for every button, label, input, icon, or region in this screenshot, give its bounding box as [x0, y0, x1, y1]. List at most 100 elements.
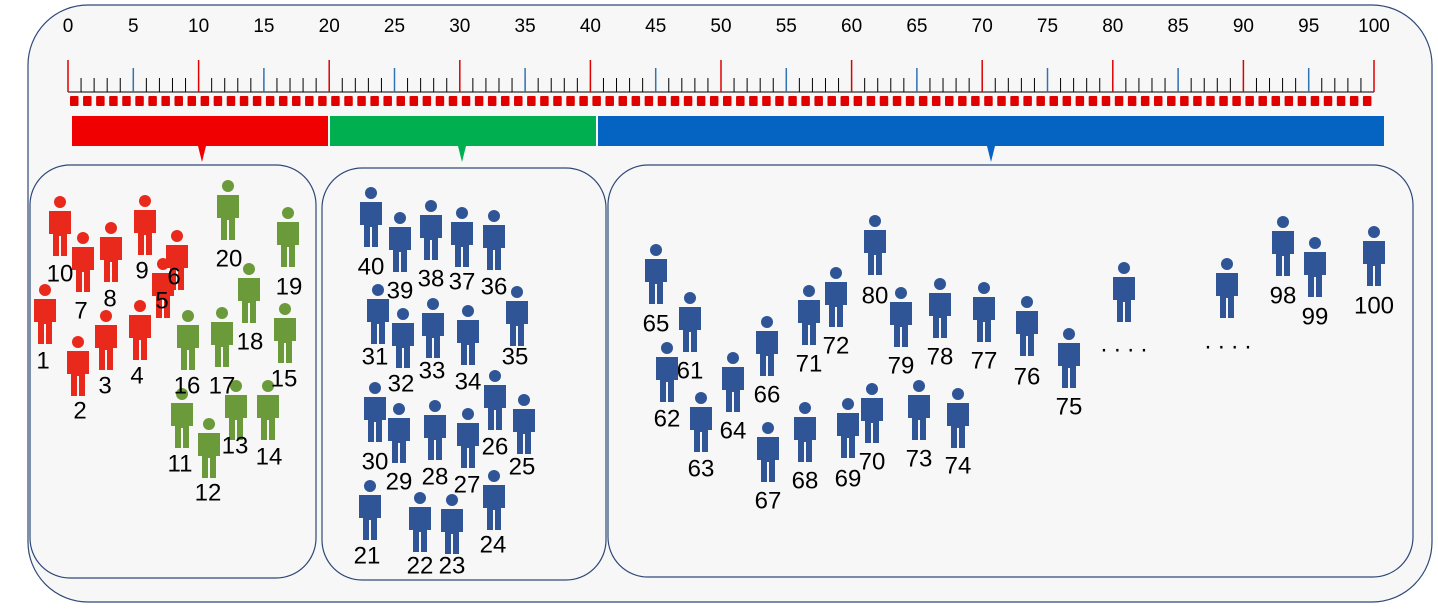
person-label: 76 — [1014, 363, 1041, 390]
person-icon — [277, 207, 299, 267]
ruler-cell — [1114, 96, 1124, 106]
person-label: 13 — [222, 432, 249, 459]
person-label: 77 — [971, 347, 998, 374]
person-body — [420, 215, 442, 260]
ruler-label: 90 — [1233, 16, 1254, 37]
ruler-cell — [161, 96, 170, 106]
ruler-cell — [318, 96, 327, 106]
ruler-cell — [422, 96, 432, 106]
person-icon — [929, 278, 951, 338]
ruler-cell — [749, 96, 758, 106]
ruler-cell — [1153, 96, 1163, 106]
ruler-cell — [958, 96, 967, 106]
person-label: 36 — [481, 273, 508, 300]
person-body — [483, 485, 505, 530]
ruler-label: 95 — [1298, 16, 1319, 37]
person-label: 80 — [862, 282, 889, 309]
person-icon — [656, 342, 678, 402]
person-head — [1021, 296, 1033, 308]
person-icon — [973, 282, 995, 342]
person-icon — [198, 418, 220, 478]
ruler-cell — [409, 96, 419, 106]
person-head — [462, 305, 474, 317]
ruler-cell — [1127, 96, 1137, 106]
person-body — [359, 495, 381, 540]
person-icon — [388, 403, 410, 463]
person-icon — [367, 284, 389, 344]
person-label: 32 — [388, 370, 415, 397]
person-label: 61 — [677, 357, 704, 384]
ruler-cell — [579, 96, 588, 106]
person-label: 39 — [387, 277, 414, 304]
person-icon — [451, 207, 473, 267]
person-label: 15 — [271, 365, 298, 392]
person-body — [484, 385, 506, 430]
person-icon — [441, 494, 463, 554]
ruler-cell — [696, 96, 706, 106]
person-body — [422, 313, 444, 358]
person-icon — [837, 398, 859, 458]
person-body — [388, 418, 410, 463]
person-body — [409, 507, 431, 552]
person-label: 100 — [1354, 292, 1394, 319]
person-body — [360, 202, 382, 247]
person-body — [277, 222, 299, 267]
ruler-cell — [1232, 96, 1241, 106]
ruler-cell — [200, 96, 210, 106]
person-label: 98 — [1270, 282, 1297, 309]
person-body — [198, 433, 220, 478]
ruler-cell — [984, 96, 993, 106]
person-label: 5 — [155, 287, 168, 314]
person-head — [171, 230, 183, 242]
person-head — [511, 286, 523, 298]
person-head — [1368, 226, 1380, 238]
ruler-label: 35 — [515, 16, 536, 37]
person-body — [389, 227, 411, 272]
ruler-cell — [239, 96, 249, 106]
person-icon — [722, 352, 744, 412]
ruler-cell — [83, 96, 92, 106]
person-body — [645, 259, 667, 304]
ruler-cell — [879, 96, 889, 106]
person-label: 79 — [888, 352, 915, 379]
person-body — [367, 299, 389, 344]
person-head — [176, 388, 188, 400]
person-label: 74 — [945, 452, 972, 479]
person-label: 38 — [418, 265, 445, 292]
person-label: 17 — [209, 372, 236, 399]
ruler-label: 45 — [645, 16, 666, 37]
person-label: 37 — [449, 268, 476, 295]
ruler-cell — [1193, 96, 1202, 106]
person-body — [837, 413, 859, 458]
panel-right — [607, 164, 1414, 578]
person-body — [722, 367, 744, 412]
ruler-cell — [540, 96, 549, 106]
ruler-label: 20 — [319, 16, 340, 37]
person-head — [842, 398, 854, 410]
ruler-cell — [1088, 96, 1098, 106]
ruler-label: 75 — [1037, 16, 1058, 37]
person-body — [1113, 277, 1135, 322]
person-body — [457, 423, 479, 468]
person-head — [952, 388, 964, 400]
ruler-cell — [1297, 96, 1307, 106]
ruler-cell — [331, 96, 340, 106]
person-head — [661, 342, 673, 354]
person-body — [1363, 241, 1385, 286]
person-head — [727, 352, 739, 364]
ruler-cell — [657, 96, 667, 106]
ruler-cell — [775, 96, 784, 106]
person-icon — [757, 422, 779, 482]
ruler-cell — [252, 96, 262, 106]
person-body — [506, 301, 528, 346]
person-body — [34, 299, 56, 344]
person-body — [1016, 311, 1038, 356]
person-icon — [134, 195, 156, 255]
person-label: 68 — [792, 467, 819, 494]
ruler-cell — [305, 96, 314, 106]
person-icon — [225, 380, 247, 440]
person-icon — [422, 298, 444, 358]
person-label: 63 — [688, 455, 715, 482]
person-label: 65 — [643, 310, 670, 337]
ruler-cell — [1323, 96, 1333, 106]
